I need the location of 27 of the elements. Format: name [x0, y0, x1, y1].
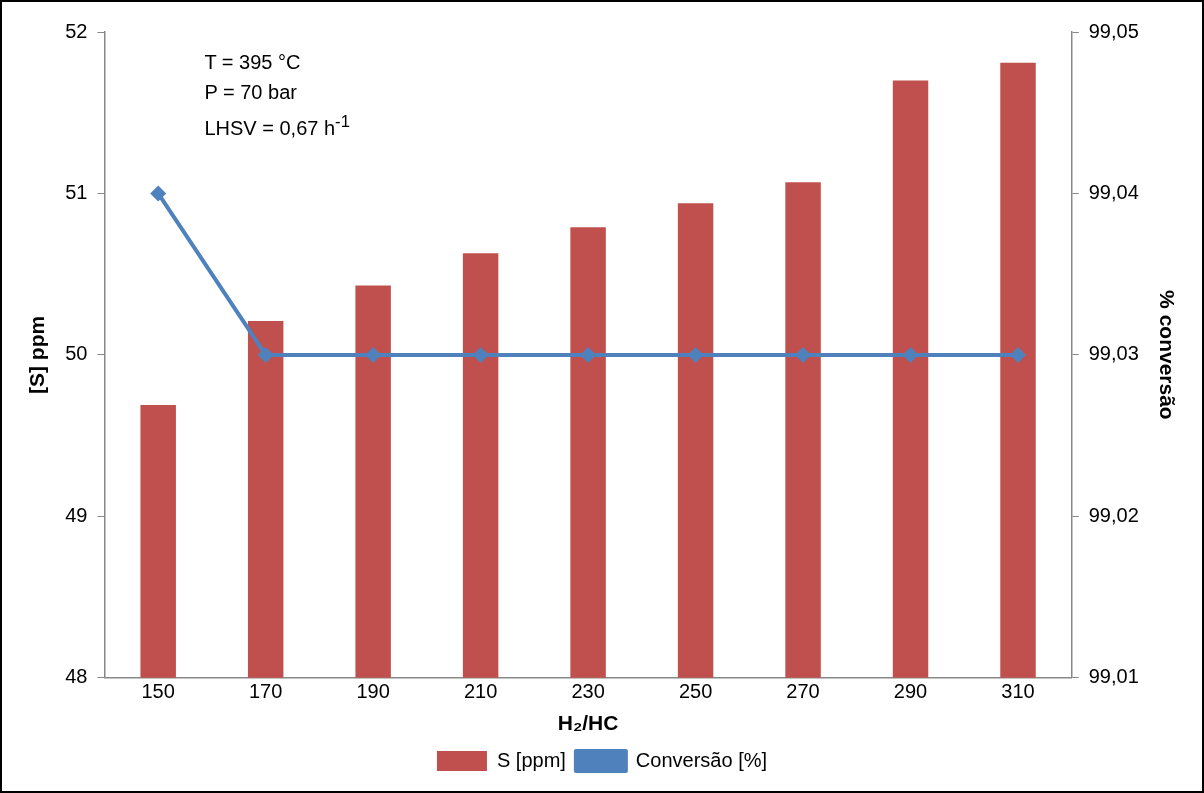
- legend-label: S [ppm]: [496, 748, 566, 771]
- y-tick-label: 51: [65, 180, 88, 203]
- y2-tick-label: 99,04: [1088, 180, 1139, 203]
- x-tick-label: 170: [248, 680, 283, 703]
- x-tick-label: 230: [571, 680, 605, 703]
- y2-tick-label: 99,05: [1088, 19, 1139, 42]
- x-tick-label: 190: [356, 680, 390, 703]
- x-tick-label: 150: [141, 680, 175, 703]
- x-tick-label: 310: [1001, 680, 1035, 703]
- x-tick-label: 270: [786, 680, 820, 703]
- annotation: P = 70 bar: [204, 80, 298, 105]
- y-axis-title: [S] ppm: [25, 315, 49, 394]
- y2-tick-label: 99,02: [1088, 503, 1139, 526]
- y2-tick-label: 99,03: [1088, 342, 1139, 365]
- y-tick-label: 49: [65, 503, 88, 526]
- y2-axis-title: % conversão: [1155, 290, 1179, 420]
- y-tick-label: 50: [65, 342, 88, 365]
- legend-label: Conversão [%]: [635, 748, 768, 771]
- x-tick-label: 290: [893, 680, 928, 703]
- y-tick-label: 52: [65, 19, 88, 42]
- x-axis-title: H₂/HC: [557, 711, 619, 735]
- y2-tick-label: 99,01: [1088, 665, 1139, 688]
- x-tick-label: 210: [463, 680, 498, 703]
- annotation: LHSV = 0,67 h$^{-1}$: [204, 111, 350, 141]
- x-tick-label: 250: [678, 680, 713, 703]
- y-tick-label: 48: [65, 665, 88, 688]
- annotation: T = 395 °C: [204, 50, 302, 75]
